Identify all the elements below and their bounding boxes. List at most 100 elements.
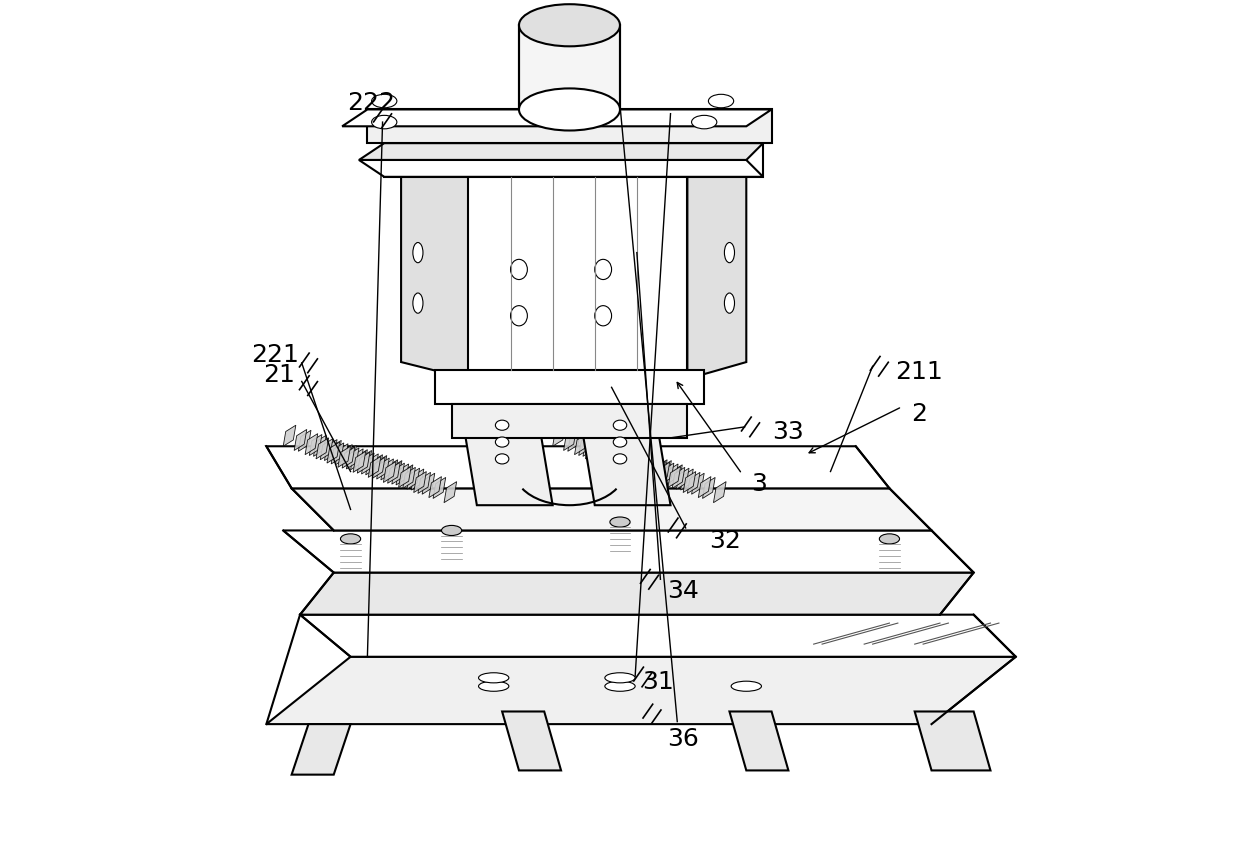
Polygon shape bbox=[414, 472, 427, 493]
Polygon shape bbox=[703, 477, 715, 498]
Polygon shape bbox=[620, 449, 632, 470]
Polygon shape bbox=[635, 454, 647, 475]
Polygon shape bbox=[327, 442, 340, 463]
Polygon shape bbox=[687, 168, 746, 379]
Polygon shape bbox=[600, 443, 614, 464]
Text: 36: 36 bbox=[667, 727, 699, 751]
Polygon shape bbox=[283, 530, 973, 573]
Text: 222: 222 bbox=[347, 91, 396, 115]
Polygon shape bbox=[422, 473, 435, 494]
Polygon shape bbox=[320, 439, 332, 460]
Polygon shape bbox=[351, 449, 363, 470]
Polygon shape bbox=[670, 465, 682, 486]
Ellipse shape bbox=[595, 306, 611, 326]
Polygon shape bbox=[388, 462, 401, 483]
Polygon shape bbox=[335, 444, 348, 465]
Ellipse shape bbox=[708, 94, 734, 108]
Ellipse shape bbox=[724, 293, 734, 313]
Polygon shape bbox=[579, 434, 591, 456]
Ellipse shape bbox=[372, 94, 397, 108]
Polygon shape bbox=[396, 464, 409, 485]
Polygon shape bbox=[614, 445, 626, 466]
Polygon shape bbox=[360, 143, 763, 160]
Polygon shape bbox=[429, 477, 441, 498]
Polygon shape bbox=[460, 404, 553, 505]
Ellipse shape bbox=[479, 673, 508, 683]
Polygon shape bbox=[362, 453, 374, 474]
Polygon shape bbox=[418, 472, 430, 493]
Polygon shape bbox=[267, 446, 889, 488]
Polygon shape bbox=[598, 440, 611, 461]
Polygon shape bbox=[692, 473, 704, 494]
Polygon shape bbox=[342, 109, 771, 126]
Polygon shape bbox=[915, 711, 991, 770]
Polygon shape bbox=[392, 463, 404, 484]
Ellipse shape bbox=[879, 534, 899, 544]
Polygon shape bbox=[353, 451, 366, 472]
Polygon shape bbox=[309, 434, 322, 456]
Polygon shape bbox=[629, 450, 641, 472]
Polygon shape bbox=[444, 482, 456, 503]
Ellipse shape bbox=[724, 242, 734, 263]
Ellipse shape bbox=[605, 681, 635, 691]
Polygon shape bbox=[637, 456, 650, 477]
Polygon shape bbox=[729, 711, 789, 770]
Polygon shape bbox=[299, 430, 311, 451]
Polygon shape bbox=[433, 477, 445, 498]
Polygon shape bbox=[657, 462, 670, 483]
Polygon shape bbox=[372, 457, 386, 478]
Polygon shape bbox=[367, 109, 771, 143]
Polygon shape bbox=[683, 472, 696, 493]
Ellipse shape bbox=[520, 88, 620, 131]
Ellipse shape bbox=[496, 437, 508, 447]
Polygon shape bbox=[668, 466, 681, 488]
Polygon shape bbox=[609, 445, 621, 466]
Polygon shape bbox=[605, 444, 618, 465]
Polygon shape bbox=[360, 450, 372, 472]
Polygon shape bbox=[368, 456, 381, 477]
Polygon shape bbox=[568, 430, 580, 451]
Ellipse shape bbox=[520, 4, 620, 46]
Ellipse shape bbox=[413, 293, 423, 313]
Polygon shape bbox=[329, 440, 341, 461]
Text: 32: 32 bbox=[709, 529, 742, 552]
Polygon shape bbox=[300, 615, 1016, 657]
Polygon shape bbox=[360, 160, 763, 177]
Polygon shape bbox=[658, 461, 671, 482]
Polygon shape bbox=[407, 468, 419, 489]
Bar bbox=[520, 25, 620, 109]
Polygon shape bbox=[267, 657, 1016, 724]
Polygon shape bbox=[564, 429, 577, 450]
Polygon shape bbox=[300, 573, 973, 615]
Ellipse shape bbox=[413, 242, 423, 263]
Polygon shape bbox=[331, 443, 343, 464]
Polygon shape bbox=[316, 438, 329, 459]
Ellipse shape bbox=[496, 454, 508, 464]
Text: 31: 31 bbox=[642, 670, 673, 694]
Ellipse shape bbox=[595, 259, 611, 280]
Polygon shape bbox=[357, 452, 370, 473]
Polygon shape bbox=[502, 711, 560, 770]
Polygon shape bbox=[672, 467, 684, 488]
Polygon shape bbox=[314, 435, 326, 456]
Polygon shape bbox=[346, 448, 360, 469]
Polygon shape bbox=[305, 434, 317, 455]
Polygon shape bbox=[616, 448, 629, 469]
Polygon shape bbox=[381, 459, 393, 480]
Polygon shape bbox=[583, 435, 595, 456]
Polygon shape bbox=[398, 466, 412, 488]
Polygon shape bbox=[608, 446, 620, 467]
Polygon shape bbox=[389, 461, 402, 482]
Ellipse shape bbox=[341, 534, 361, 544]
Polygon shape bbox=[640, 455, 652, 476]
Polygon shape bbox=[469, 168, 687, 379]
Polygon shape bbox=[687, 472, 701, 493]
Polygon shape bbox=[652, 461, 666, 482]
Ellipse shape bbox=[614, 420, 626, 430]
Ellipse shape bbox=[614, 437, 626, 447]
Text: 34: 34 bbox=[667, 579, 699, 603]
Polygon shape bbox=[401, 465, 413, 486]
Polygon shape bbox=[283, 425, 296, 446]
Ellipse shape bbox=[479, 681, 508, 691]
Polygon shape bbox=[646, 458, 658, 479]
